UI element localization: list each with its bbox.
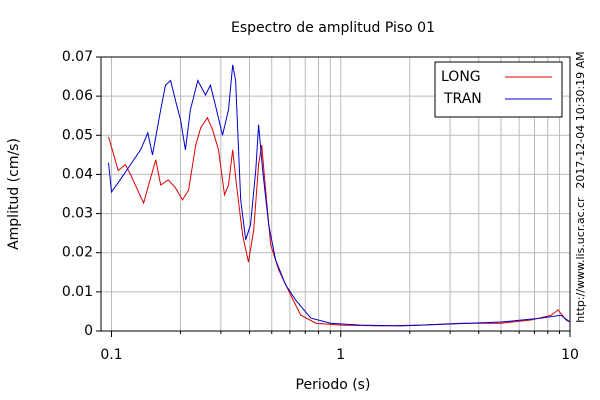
- chart-title: Espectro de amplitud Piso 01: [231, 20, 435, 36]
- y-tick-label: 0.04: [62, 166, 93, 182]
- x-tick-label: 10: [561, 347, 579, 363]
- y-axis-label: Amplitud (cm/s): [6, 138, 22, 250]
- y-tick-label: 0.06: [62, 88, 93, 104]
- plot-frame: [100, 56, 571, 332]
- legend-label: LONG: [441, 69, 481, 85]
- legend-label: TRAN: [443, 91, 482, 107]
- legend-box: [434, 61, 563, 118]
- y-tick-label: 0.03: [62, 206, 93, 222]
- y-tick-label: 0.02: [62, 245, 93, 261]
- y-tick-label: 0: [84, 323, 93, 339]
- y-tick-label: 0.07: [62, 49, 93, 65]
- series-line: [108, 64, 571, 327]
- timestamp: 2017-12-04 10:30:19 AM: [574, 51, 587, 188]
- y-tick-label: 0.01: [62, 284, 93, 300]
- x-axis-label: Periodo (s): [296, 377, 371, 393]
- source-url: http://www.lis.ucr.ac.cr: [574, 197, 587, 323]
- y-tick-label: 0.05: [62, 127, 93, 143]
- x-tick-label: 0.1: [100, 347, 122, 363]
- x-tick-label: 1: [336, 347, 345, 363]
